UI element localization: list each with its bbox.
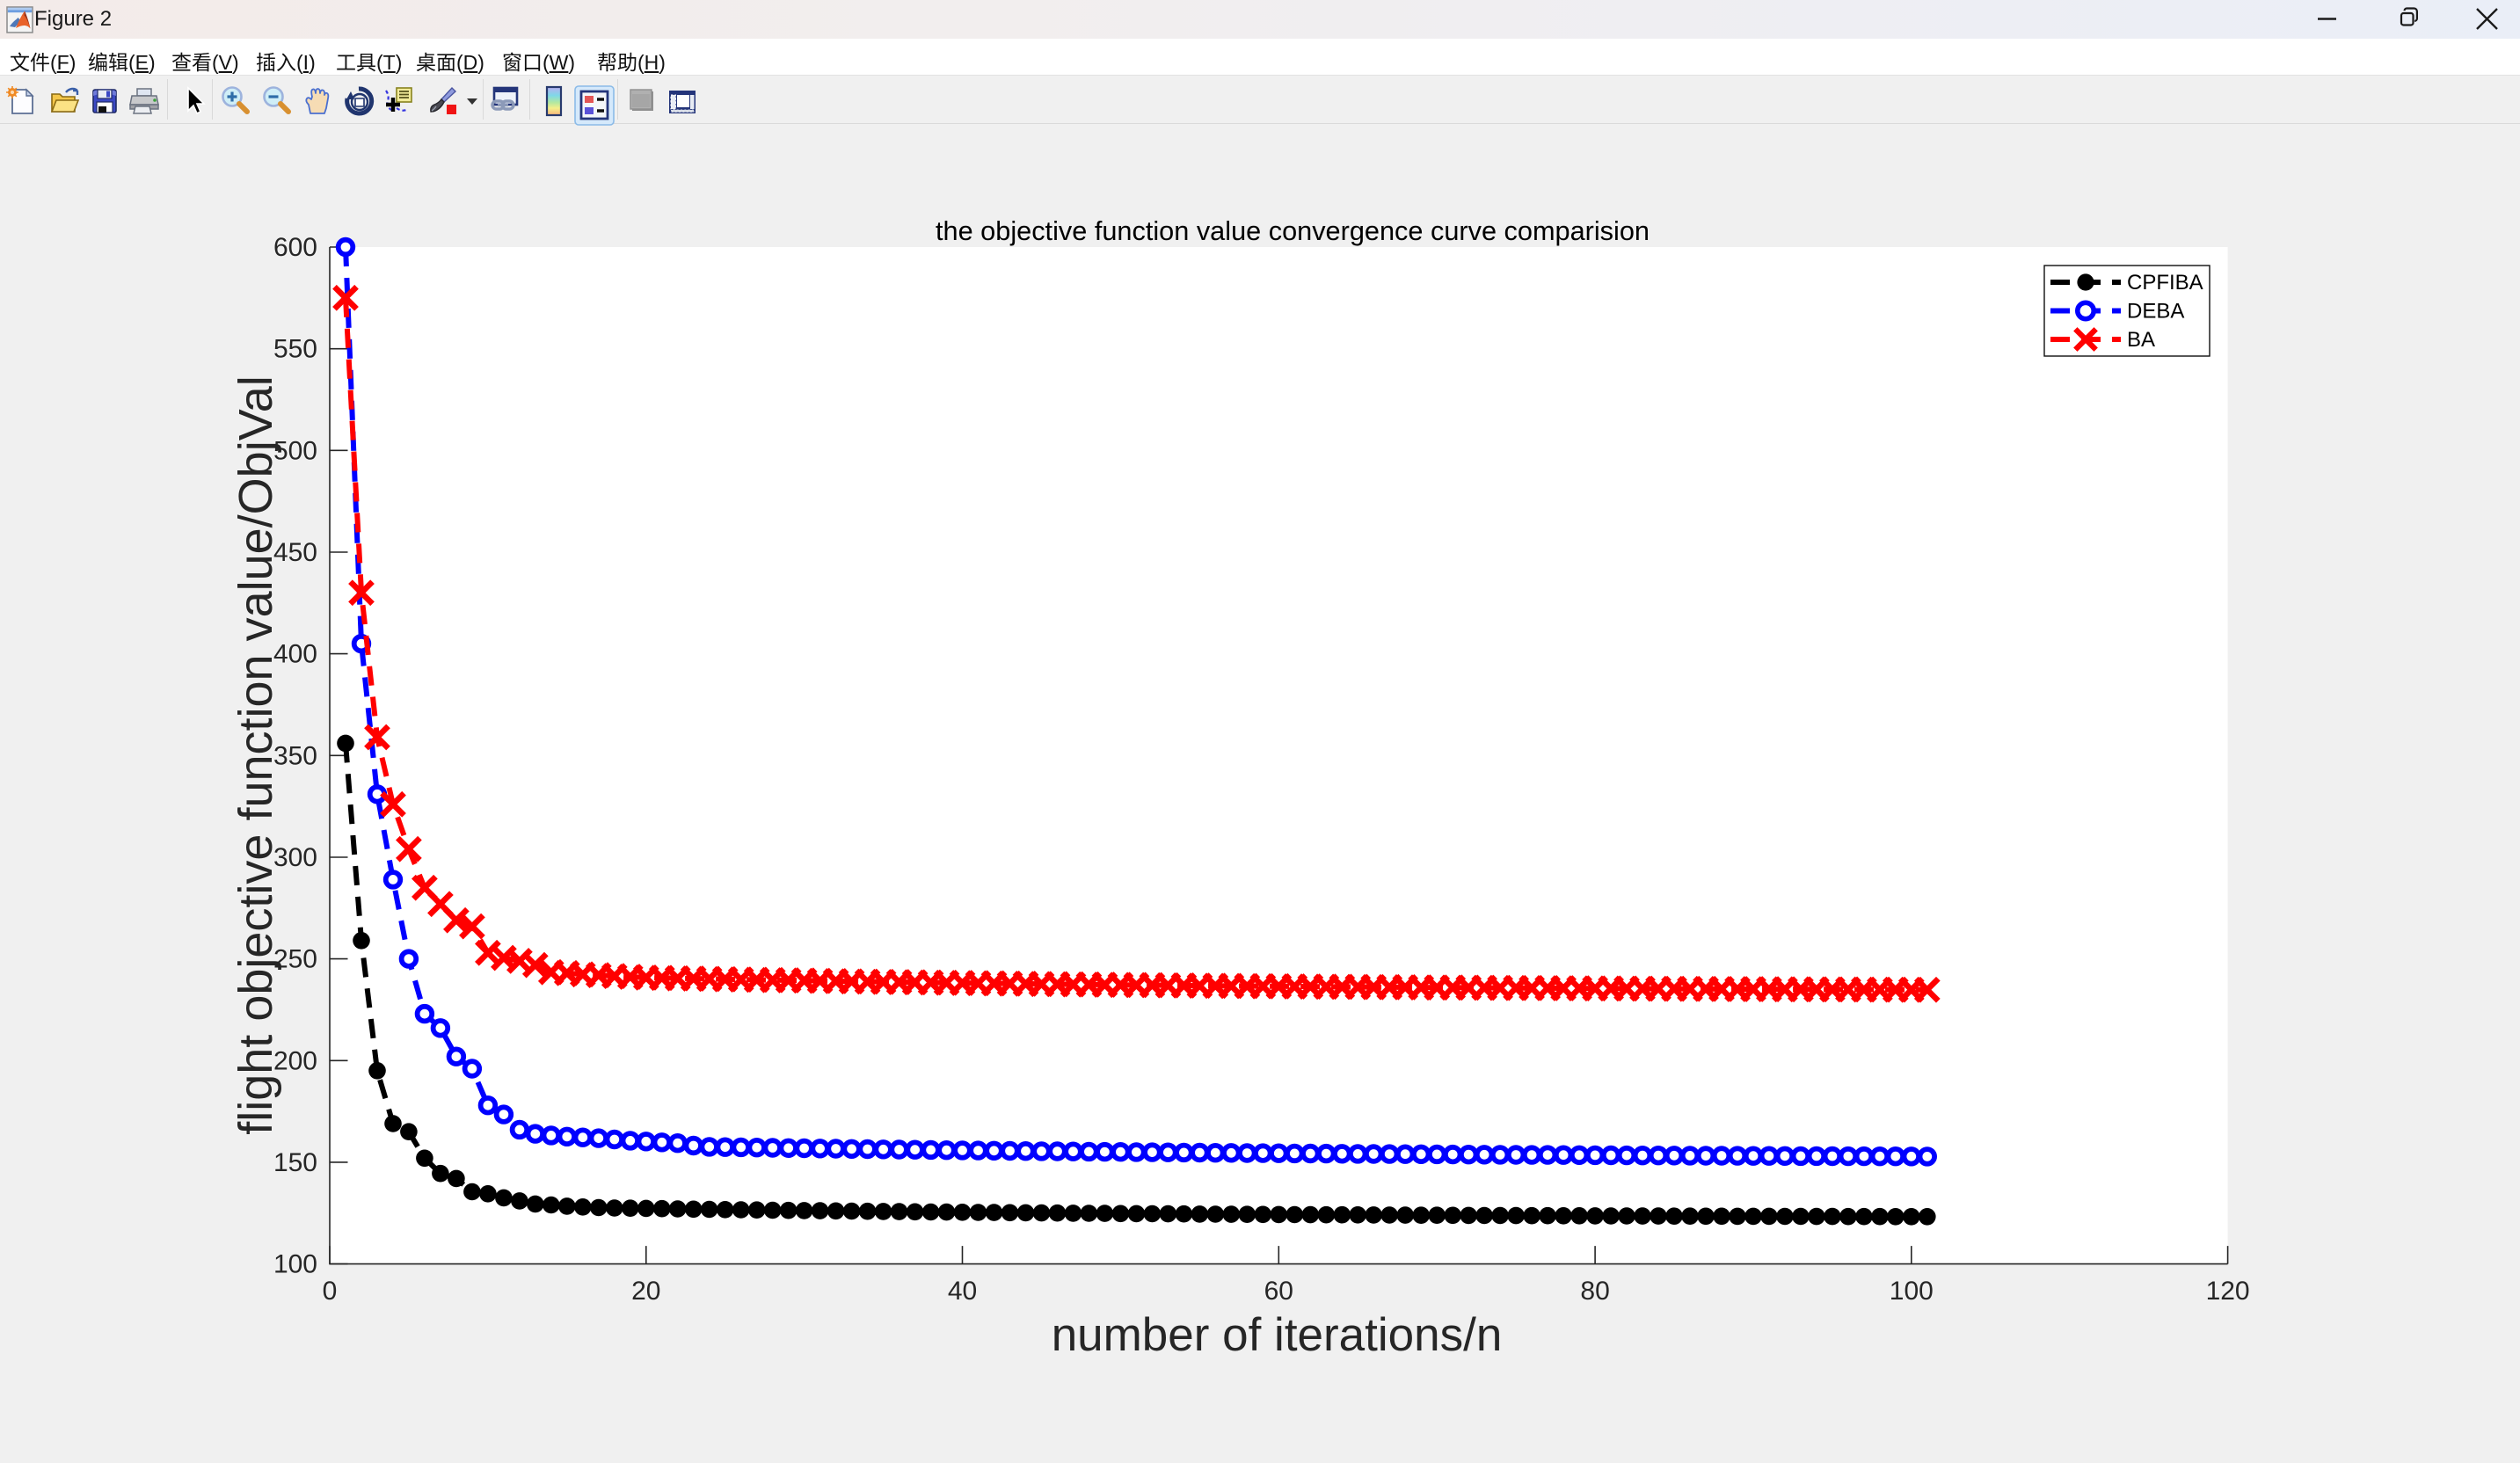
svg-text:number of iterations/n: number of iterations/n (1052, 1309, 1503, 1361)
svg-text:350: 350 (273, 741, 317, 770)
svg-text:250: 250 (273, 945, 317, 974)
svg-text:450: 450 (273, 538, 317, 567)
svg-text:120: 120 (2206, 1277, 2250, 1306)
svg-text:20: 20 (631, 1277, 660, 1306)
svg-text:600: 600 (273, 233, 317, 262)
svg-text:300: 300 (273, 843, 317, 872)
svg-text:60: 60 (1264, 1277, 1293, 1306)
svg-text:0: 0 (323, 1277, 338, 1306)
svg-text:400: 400 (273, 640, 317, 669)
svg-text:100: 100 (1890, 1277, 1934, 1306)
svg-text:550: 550 (273, 335, 317, 364)
svg-text:the objective function value c: the objective function value convergence… (936, 215, 1650, 246)
svg-text:100: 100 (273, 1250, 317, 1279)
svg-text:80: 80 (1580, 1277, 1609, 1306)
svg-text:200: 200 (273, 1046, 317, 1075)
svg-text:CPFIBA: CPFIBA (2127, 271, 2203, 295)
svg-text:DEBA: DEBA (2127, 300, 2184, 324)
svg-text:150: 150 (273, 1148, 317, 1177)
svg-text:40: 40 (948, 1277, 977, 1306)
svg-text:BA: BA (2127, 328, 2155, 352)
svg-text:flight objective function valu: flight objective function value/ObjVal (229, 375, 282, 1135)
svg-text:500: 500 (273, 436, 317, 465)
